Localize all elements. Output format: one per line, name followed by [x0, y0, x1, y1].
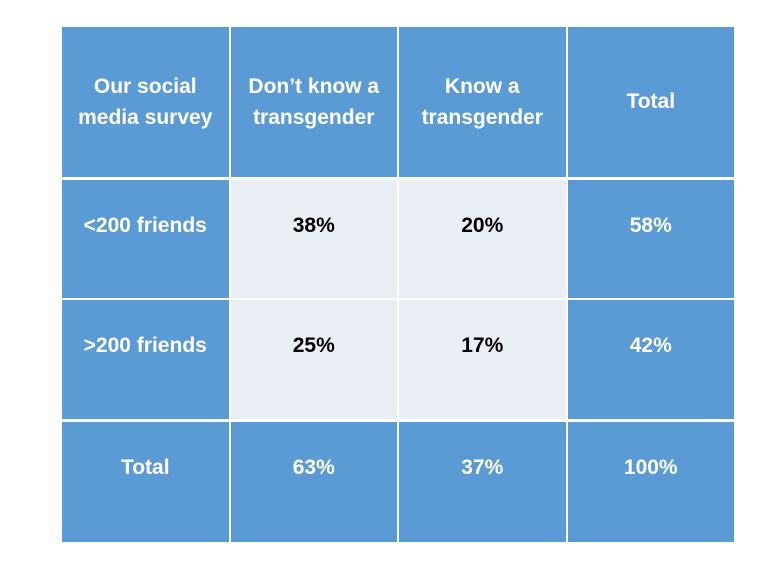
- header-cell-survey: Our social media survey: [60, 25, 231, 180]
- table-cell: 17%: [397, 298, 568, 421]
- row-label-under-200: <200 friends: [60, 177, 231, 300]
- header-cell-dont-know: Don’t know a transgender: [228, 25, 399, 180]
- row-total-cell: 42%: [565, 298, 736, 421]
- row-total-cell: 58%: [565, 177, 736, 300]
- total-cell: 37%: [397, 418, 568, 544]
- header-cell-know: Know a transgender: [397, 25, 568, 180]
- row-label-over-200: >200 friends: [60, 298, 231, 421]
- grand-total-cell: 100%: [565, 418, 736, 544]
- table-row: >200 friends 25% 17% 42%: [60, 298, 736, 421]
- table-cell: 20%: [397, 177, 568, 300]
- total-label: Total: [60, 418, 231, 544]
- header-cell-total: Total: [565, 25, 736, 180]
- table-row: <200 friends 38% 20% 58%: [60, 177, 736, 300]
- total-row: Total 63% 37% 100%: [60, 418, 736, 544]
- survey-table: Our social media survey Don’t know a tra…: [60, 25, 736, 544]
- total-cell: 63%: [228, 418, 399, 544]
- table-cell: 25%: [228, 298, 399, 421]
- header-row: Our social media survey Don’t know a tra…: [60, 25, 736, 180]
- table-cell: 38%: [228, 177, 399, 300]
